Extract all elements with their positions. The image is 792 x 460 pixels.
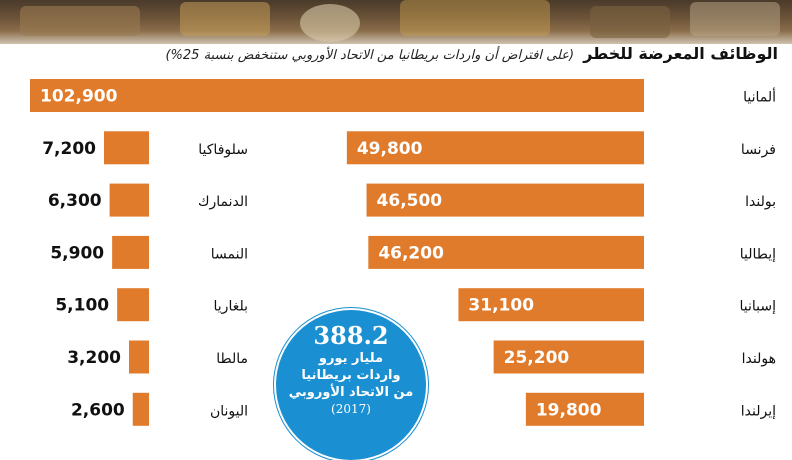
bar-7	[525, 392, 644, 426]
bar-value-label-5: 31,100	[468, 296, 534, 316]
small-bar-5	[129, 340, 149, 374]
small-bar-value-label-6: 2,600	[71, 400, 125, 420]
bar-3	[366, 183, 644, 217]
callout-line-1: واردات بريطانيا	[301, 368, 401, 383]
small-country-label-2: الدنمارك	[198, 194, 248, 210]
country-label-6: هولندا	[742, 351, 776, 367]
small-bar-1	[104, 131, 149, 165]
bar-value-label-6: 25,200	[504, 348, 570, 368]
small-bar-value-label-4: 5,100	[55, 296, 109, 316]
small-country-label-5: مالطا	[216, 351, 248, 367]
bar-4	[368, 235, 644, 269]
small-bar-4	[117, 288, 149, 322]
small-bar-6	[132, 392, 149, 426]
bar-value-label-1: 102,900	[40, 87, 118, 107]
bar-5	[458, 288, 644, 322]
callout-value: 388.2	[313, 321, 389, 350]
callout-unit: مليار يورو	[318, 351, 384, 366]
bar-value-label-7: 19,800	[536, 400, 602, 420]
country-label-2: فرنسا	[741, 142, 776, 158]
header-photo-banner	[0, 0, 792, 44]
bar-2	[346, 131, 644, 165]
small-bar-3	[112, 235, 149, 269]
country-label-7: إيرلندا	[741, 403, 776, 419]
small-country-label-4: بلغاريا	[214, 299, 248, 315]
small-bar-value-label-1: 7,200	[42, 139, 96, 159]
bar-value-label-3: 46,500	[377, 191, 443, 211]
small-bar-2	[109, 183, 149, 217]
callout-year: (2017)	[331, 402, 371, 416]
small-bar-value-label-3: 5,900	[50, 243, 104, 263]
small-bar-value-label-2: 6,300	[48, 191, 102, 211]
bar-value-label-2: 49,800	[357, 139, 423, 159]
bar-1	[30, 79, 644, 112]
country-label-4: إيطاليا	[740, 246, 776, 262]
chart-subtitle: (على افتراض أن واردات بريطانيا من الاتحا…	[165, 48, 575, 63]
country-label-5: إسبانيا	[740, 299, 777, 315]
imports-callout-circle: 388.2 مليار يورو واردات بريطانيا من الات…	[276, 310, 426, 460]
chart-title: الوظائف المعرضة للخطر	[583, 44, 778, 63]
small-bar-value-label-5: 3,200	[67, 348, 121, 368]
chart-heading: الوظائف المعرضة للخطر (على افتراض أن وار…	[14, 42, 778, 66]
small-country-label-6: اليونان	[210, 403, 248, 419]
bar-value-label-4: 46,200	[378, 243, 444, 263]
small-country-label-1: سلوفاكيا	[198, 142, 248, 158]
bar-6	[493, 340, 644, 374]
country-label-3: بولندا	[745, 194, 776, 210]
jobs-bar-chart: 102,900 ألمانيا 49,800 فرنسا 46,500 بولندا 46,…	[30, 79, 777, 426]
small-country-label-3: النمسا	[211, 246, 248, 262]
country-label-1: ألمانيا	[743, 88, 776, 106]
callout-line-2: من الاتحاد الأوروبي	[288, 385, 414, 400]
